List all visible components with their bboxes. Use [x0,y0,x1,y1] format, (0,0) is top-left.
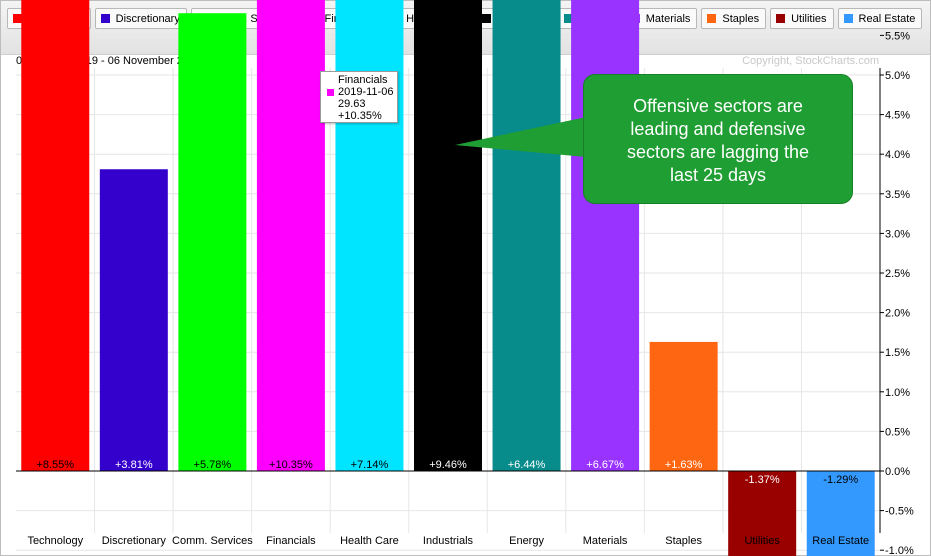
legend-item-staples[interactable]: Staples [701,8,767,29]
legend-label: Staples [722,12,760,25]
bar-staples[interactable] [649,341,718,471]
data-label-discretionary: +3.81% [115,459,153,471]
y-tick-label: 1.5% [885,347,910,359]
callout-annotation: Offensive sectors are leading and defens… [583,74,853,204]
data-label-health-care: +7.14% [351,459,389,471]
data-label-technology: +8.55% [36,459,74,471]
legend-swatch [843,14,853,23]
data-label-materials: +6.67% [586,459,624,471]
legend-swatch [100,14,110,23]
y-tick-label: 1.0% [885,387,910,399]
tooltip-series: Financials [338,74,388,86]
callout-pointer [455,117,586,157]
legend-swatch [563,14,573,23]
tooltip-date: 2019-11-06 [338,86,394,98]
legend-label: Materials [645,12,691,25]
tooltip-swatch [327,88,334,96]
legend-label: Discretionary [115,12,180,25]
legend-swatch [776,14,786,23]
value-tooltip: Financials 2019-11-06 29.63 +10.35% [320,71,398,123]
legend-label: Utilities [791,12,827,25]
bar-comm-services[interactable] [178,13,247,472]
callout-line-2: leading and defensive [630,119,806,139]
y-tick-label: 0.5% [885,426,910,438]
y-tick-label: 2.5% [885,268,910,280]
category-label-staples: Staples [665,535,702,547]
legend-item-discretionary[interactable]: Discretionary [94,8,187,29]
category-label-utilities: Utilities [744,535,780,547]
data-label-staples: +1.63% [665,459,703,471]
bar-energy[interactable] [492,0,561,472]
tooltip-change: +10.35% [338,110,382,122]
bar-technology[interactable] [21,0,90,471]
data-label-real-estate: -1.29% [823,474,858,486]
copyright-notice: Copyright, StockCharts.com [742,55,879,67]
bar-industrials[interactable] [414,0,482,471]
category-label-industrials: Industrials [423,535,474,547]
y-tick-label: 4.5% [885,110,910,122]
y-tick-label: 0.0% [885,466,910,478]
y-tick-label: 5.0% [885,70,910,82]
bar-discretionary[interactable] [99,169,168,472]
bar-utilities[interactable] [728,471,797,556]
tooltip-value: 29.63 [338,98,366,110]
category-label-financials: Financials [266,535,316,547]
category-label-health-care: Health Care [340,535,399,547]
callout-line-1: Offensive sectors are [633,96,803,116]
legend-item-utilities[interactable]: Utilities [770,8,834,29]
data-label-financials: +10.35% [269,459,313,471]
legend-label: Real Estate [858,12,916,25]
category-label-materials: Materials [583,535,628,547]
category-label-real-estate: Real Estate [812,535,869,547]
legend-swatch [481,14,491,23]
bar-real-estate[interactable] [806,471,875,556]
category-label-technology: Technology [27,535,83,547]
bar-materials[interactable] [571,0,640,471]
data-label-comm-services: +5.78% [194,459,232,471]
y-tick-label: 3.5% [885,189,910,201]
y-tick-label: 2.0% [885,308,910,320]
category-label-comm-services: Comm. Services [172,535,253,547]
y-tick-label: 5.5% [885,30,910,42]
data-label-industrials: +9.46% [429,459,467,471]
y-tick-label: -1.0% [885,545,914,556]
legend-item-real-estate[interactable]: Real Estate [837,8,923,29]
data-label-energy: +6.44% [508,459,546,471]
bar-financials[interactable] [256,0,325,471]
y-tick-label: 4.0% [885,149,910,161]
legend-swatch [13,14,22,23]
data-label-utilities: -1.37% [745,474,780,486]
callout-line-4: last 25 days [669,165,767,185]
callout-line-3: sectors are lagging the [626,142,810,162]
y-tick-label: -0.5% [885,506,914,518]
y-tick-label: 3.0% [885,228,910,240]
category-label-energy: Energy [509,535,544,547]
legend-swatch [707,14,717,23]
category-label-discretionary: Discretionary [102,535,167,547]
y-tick-label: 6.0% [885,0,910,3]
